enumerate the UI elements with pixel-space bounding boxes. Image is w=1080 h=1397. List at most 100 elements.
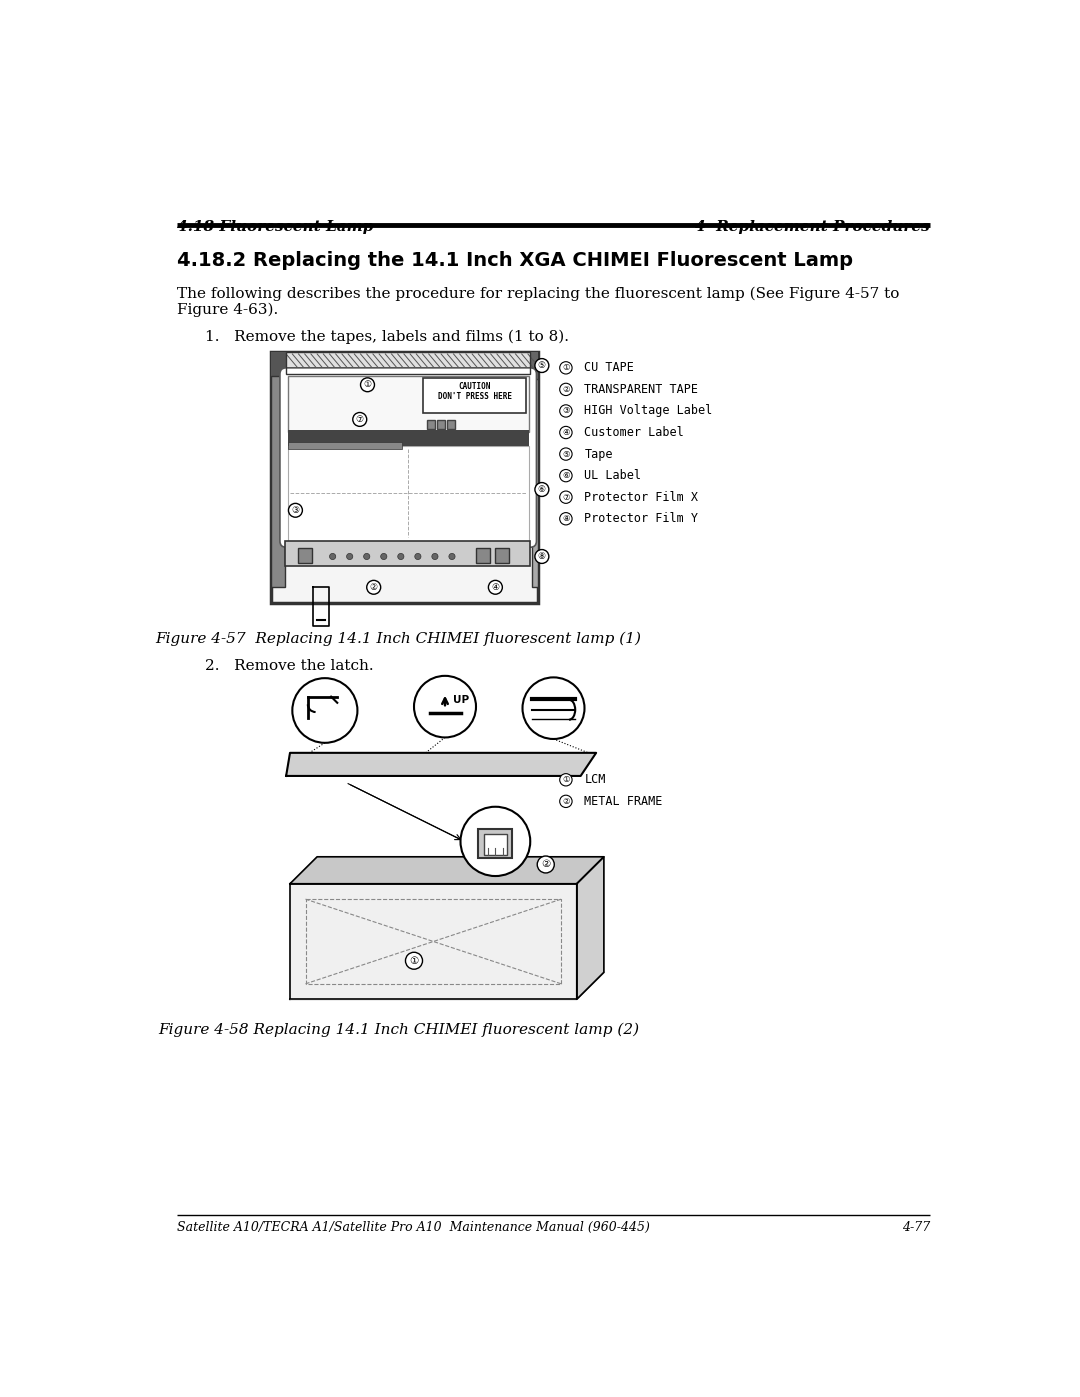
Text: LCM: LCM: [584, 774, 606, 787]
Bar: [284, 541, 530, 566]
Text: ④: ④: [563, 427, 569, 437]
Text: ②: ②: [541, 859, 551, 869]
Text: 4-77: 4-77: [902, 1221, 930, 1234]
Bar: [298, 548, 312, 563]
Text: ⑥: ⑥: [563, 471, 569, 481]
Text: ①: ①: [563, 363, 569, 373]
Bar: [271, 352, 286, 380]
Bar: [423, 377, 526, 412]
Circle shape: [559, 490, 572, 503]
Text: ⑤: ⑤: [563, 450, 569, 458]
Text: UP: UP: [453, 696, 469, 705]
Bar: [484, 834, 507, 855]
Circle shape: [415, 553, 421, 560]
Circle shape: [559, 513, 572, 525]
Circle shape: [488, 580, 502, 594]
Text: ②: ②: [563, 386, 569, 394]
Circle shape: [460, 806, 530, 876]
Bar: [287, 446, 529, 541]
Circle shape: [364, 553, 369, 560]
Text: Protector Film Y: Protector Film Y: [584, 513, 699, 525]
Bar: [478, 828, 512, 858]
Text: ⑦: ⑦: [563, 493, 569, 502]
Polygon shape: [291, 856, 604, 884]
Text: Satellite A10/TECRA A1/Satellite Pro A10  Maintenance Manual (960-445): Satellite A10/TECRA A1/Satellite Pro A10…: [177, 1221, 650, 1234]
Text: 4.18.2 Replacing the 14.1 Inch XGA CHIMEI Fluorescent Lamp: 4.18.2 Replacing the 14.1 Inch XGA CHIME…: [177, 251, 853, 270]
Circle shape: [535, 482, 549, 496]
Text: Protector Film X: Protector Film X: [584, 490, 699, 504]
Text: ④: ④: [491, 583, 499, 592]
Text: Figure 4-57  Replacing 14.1 Inch CHIMEI fluorescent lamp (1): Figure 4-57 Replacing 14.1 Inch CHIMEI f…: [156, 631, 642, 645]
Bar: [531, 380, 538, 587]
Text: Figure 4-63).: Figure 4-63).: [177, 302, 279, 317]
Bar: [287, 430, 529, 446]
Text: ③: ③: [563, 407, 569, 415]
Circle shape: [353, 412, 367, 426]
Text: 4  Replacement Procedures: 4 Replacement Procedures: [696, 219, 930, 235]
Text: CAUTION
DON'T PRESS HERE: CAUTION DON'T PRESS HERE: [437, 381, 512, 401]
Text: UL Label: UL Label: [584, 469, 642, 482]
Circle shape: [523, 678, 584, 739]
Circle shape: [559, 448, 572, 460]
Circle shape: [559, 774, 572, 787]
Text: ③: ③: [292, 506, 299, 514]
Bar: [287, 376, 529, 432]
Circle shape: [397, 553, 404, 560]
Bar: [271, 352, 538, 602]
Bar: [437, 420, 445, 429]
Circle shape: [293, 678, 357, 743]
Bar: [287, 441, 402, 450]
Circle shape: [432, 553, 438, 560]
Polygon shape: [286, 753, 596, 775]
Text: ①: ①: [409, 956, 419, 965]
Bar: [271, 376, 284, 587]
Text: The following describes the procedure for replacing the fluorescent lamp (See Fi: The following describes the procedure fo…: [177, 286, 900, 302]
Polygon shape: [291, 972, 604, 999]
Text: 2.   Remove the latch.: 2. Remove the latch.: [205, 659, 374, 673]
Text: ⑧: ⑧: [563, 514, 569, 524]
Text: CU TAPE: CU TAPE: [584, 362, 634, 374]
Text: Figure 4-58 Replacing 14.1 Inch CHIMEI fluorescent lamp (2): Figure 4-58 Replacing 14.1 Inch CHIMEI f…: [158, 1023, 639, 1037]
Circle shape: [414, 676, 476, 738]
Circle shape: [367, 580, 380, 594]
Text: ⑥: ⑥: [538, 485, 545, 495]
Text: TRANSPARENT TAPE: TRANSPARENT TAPE: [584, 383, 699, 395]
Text: HIGH Voltage Label: HIGH Voltage Label: [584, 405, 713, 418]
Circle shape: [380, 553, 387, 560]
Bar: [286, 352, 530, 374]
Circle shape: [288, 503, 302, 517]
Circle shape: [559, 383, 572, 395]
Polygon shape: [577, 856, 604, 999]
Circle shape: [535, 549, 549, 563]
Circle shape: [405, 953, 422, 970]
Circle shape: [559, 405, 572, 418]
Bar: [447, 420, 455, 429]
Text: ①: ①: [563, 775, 569, 784]
Text: 4.18 Fluorescent Lamp: 4.18 Fluorescent Lamp: [177, 219, 374, 235]
Circle shape: [537, 856, 554, 873]
Text: ⑦: ⑦: [355, 415, 364, 423]
Bar: [476, 548, 490, 563]
Polygon shape: [291, 884, 577, 999]
Circle shape: [559, 795, 572, 807]
Text: Customer Label: Customer Label: [584, 426, 685, 439]
Bar: [530, 352, 538, 380]
Text: ⑧: ⑧: [538, 552, 545, 562]
Circle shape: [361, 377, 375, 391]
Bar: [286, 352, 530, 374]
FancyBboxPatch shape: [280, 367, 537, 548]
Text: Tape: Tape: [584, 447, 613, 461]
Bar: [428, 420, 435, 429]
Text: 1.   Remove the tapes, labels and films (1 to 8).: 1. Remove the tapes, labels and films (1…: [205, 330, 569, 344]
Text: ⑤: ⑤: [538, 360, 545, 370]
Circle shape: [347, 553, 353, 560]
Bar: [496, 548, 510, 563]
Text: ②: ②: [563, 796, 569, 806]
Text: ①: ①: [364, 380, 372, 390]
Circle shape: [449, 553, 455, 560]
Text: ②: ②: [369, 583, 378, 592]
Circle shape: [559, 469, 572, 482]
Circle shape: [535, 359, 549, 373]
Circle shape: [559, 426, 572, 439]
Circle shape: [329, 553, 336, 560]
